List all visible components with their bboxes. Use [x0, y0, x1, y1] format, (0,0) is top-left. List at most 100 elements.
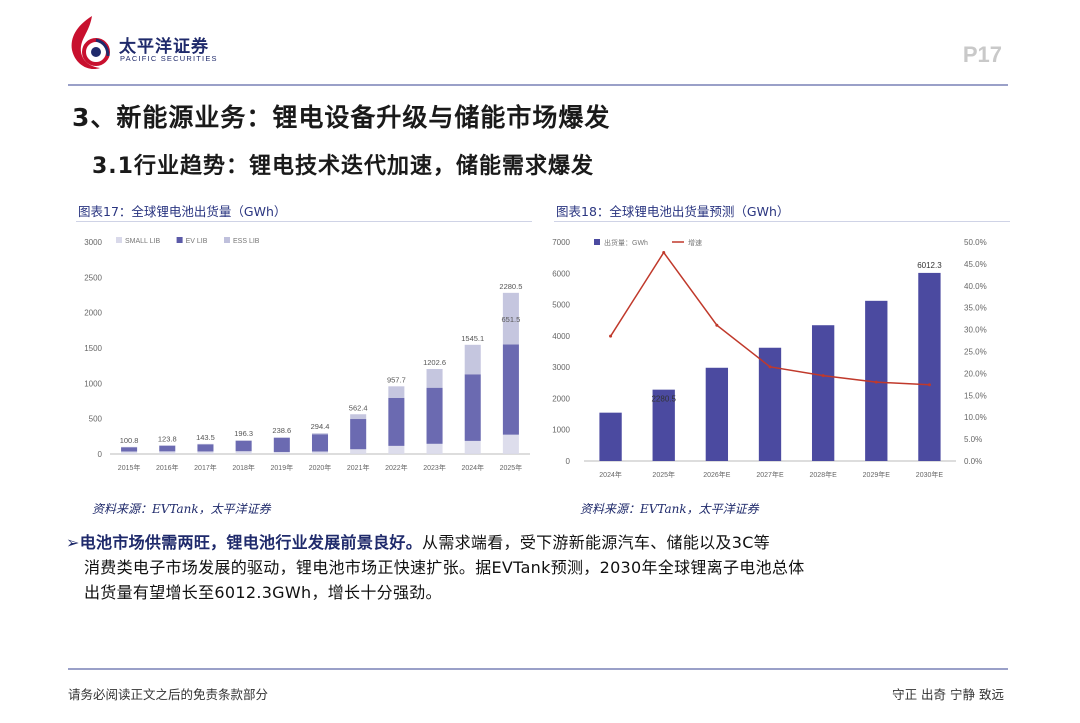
y-tick-label-right: 0.0%: [964, 457, 982, 466]
bar-segment: [350, 414, 367, 420]
x-tick-label: 2023年: [423, 463, 446, 472]
figure-right-divider: [554, 221, 1010, 222]
bar-segment: [388, 397, 405, 446]
bar-segment: [350, 419, 367, 450]
y-tick-label: 2000: [84, 309, 102, 318]
bar-segment: [235, 440, 252, 441]
x-tick-label: 2015年: [118, 463, 141, 472]
y-tick-label-right: 40.0%: [964, 282, 987, 291]
growth-rate-point: [768, 365, 772, 369]
x-tick-label: 2024年: [599, 470, 622, 479]
x-tick-label: 2016年: [156, 463, 179, 472]
forecast-bar: [599, 412, 622, 461]
y-tick-label-left: 4000: [552, 332, 570, 341]
data-label: 123.8: [158, 434, 177, 443]
body-line-2: 消费类电子市场发展的驱动，锂电池市场正快速扩张。据EVTank预测，2030年全…: [84, 558, 805, 577]
x-tick-label: 2027年E: [756, 470, 784, 479]
x-tick-label: 2024年: [461, 463, 484, 472]
figure-right-title: 图表18：全球锂电池出货量预测（GWh）: [556, 204, 790, 219]
y-tick-label-left: 2000: [552, 394, 570, 403]
y-tick-label: 2500: [84, 273, 102, 282]
legend-label: EV LIB: [186, 238, 208, 245]
bar-segment: [502, 344, 519, 435]
x-tick-label: 2021年: [347, 463, 370, 472]
bar-segment: [121, 446, 138, 448]
legend-label-bar: 出货量：GWh: [604, 238, 648, 247]
bar-segment: [502, 434, 519, 454]
logo-english-name: PACIFIC SECURITIES: [120, 54, 218, 63]
legend-swatch-bar: [594, 239, 600, 245]
bar-segment: [350, 449, 367, 454]
bar-segment: [273, 437, 290, 452]
x-tick-label: 2025年: [652, 470, 675, 479]
growth-rate-point: [715, 323, 719, 327]
bar-segment: [388, 445, 405, 454]
page-number: P17: [963, 42, 1002, 68]
x-tick-label: 2026年E: [703, 470, 731, 479]
body-paragraph: ➢电池市场供需两旺，锂电池行业发展前景良好。从需求端看，受下游新能源汽车、储能以…: [66, 530, 1006, 605]
x-tick-label: 2018年: [232, 463, 255, 472]
legend-swatch: [176, 237, 183, 243]
bar-segment: [159, 445, 176, 446]
body-line-1-rest: 从需求端看，受下游新能源汽车、储能以及3C等: [422, 533, 770, 552]
data-label: 6012.3: [917, 261, 942, 270]
bar-segment: [426, 387, 443, 444]
y-tick-label-left: 0: [566, 457, 571, 466]
key-finding: 电池市场供需两旺，锂电池行业发展前景良好。: [79, 533, 423, 552]
bar-segment: [426, 443, 443, 454]
bar-segment: [311, 434, 329, 452]
y-tick-label-right: 25.0%: [964, 348, 987, 357]
bar-segment: [502, 292, 519, 345]
section-title: 3、新能源业务：锂电设备升级与储能市场爆发: [72, 103, 611, 132]
body-line-3: 出货量有望增长至6012.3GWh，增长十分强劲。: [84, 583, 442, 602]
forecast-bar: [705, 367, 729, 461]
bar-segment: [388, 386, 405, 398]
bar-segment: [311, 433, 329, 435]
company-logo: 太平洋证券 PACIFIC SECURITIES: [66, 12, 226, 74]
growth-rate-point: [927, 383, 931, 387]
y-tick-label: 1000: [84, 379, 102, 388]
body-line-1: ➢电池市场供需两旺，锂电池行业发展前景良好。从需求端看，受下游新能源汽车、储能以…: [66, 530, 1006, 555]
y-tick-label: 500: [89, 415, 103, 424]
y-tick-label-left: 1000: [552, 426, 570, 435]
data-label: 196.3: [234, 429, 253, 438]
data-label: 1202.6: [423, 358, 446, 367]
growth-rate-point: [609, 334, 613, 338]
y-tick-label-right: 5.0%: [964, 435, 982, 444]
bullet-icon: ➢: [66, 533, 80, 552]
y-tick-label: 3000: [84, 238, 102, 247]
y-tick-label-right: 35.0%: [964, 304, 987, 313]
bar-segment: [464, 374, 481, 441]
figure-left-divider: [76, 221, 532, 222]
bar-segment: [273, 437, 290, 438]
bar-segment: [426, 369, 443, 388]
bar-segment: [159, 445, 176, 452]
bar-segment: [197, 451, 214, 454]
data-label: 143.5: [196, 433, 215, 442]
x-tick-label: 2017年: [194, 463, 217, 472]
legend-label-line: 增速: [688, 238, 702, 247]
y-tick-label-right: 10.0%: [964, 413, 987, 422]
data-label: 100.8: [120, 436, 139, 445]
footer-disclaimer: 请务必阅读正文之后的免责条款部分: [68, 687, 269, 702]
legend-swatch: [116, 237, 122, 243]
y-tick-label-right: 15.0%: [964, 391, 987, 400]
x-tick-label: 2020年: [309, 463, 332, 472]
legend-label: ESS LIB: [233, 238, 260, 245]
header-rule: [68, 84, 1008, 86]
y-tick-label-left: 5000: [552, 301, 570, 310]
chart-lithium-battery-shipment-forecast: 0 1000 2000 3000 4000 5000 6000 7000 0.0% 5.0% 10.…: [552, 238, 987, 479]
figure-left-source: 资料来源：EVTank，太平洋证券: [92, 502, 271, 516]
x-tick-label: 2022年: [385, 463, 408, 472]
figure-right-source: 资料来源：EVTank，太平洋证券: [580, 502, 759, 516]
legend-swatch: [224, 237, 230, 243]
x-tick-label: 2025年: [500, 463, 523, 472]
logo-mark-icon: [71, 16, 110, 70]
bar-segment: [121, 447, 138, 452]
forecast-bar: [652, 389, 675, 461]
y-tick-label-left: 3000: [552, 363, 570, 372]
data-label: 2280.5: [651, 395, 676, 404]
x-tick-label: 2029年E: [863, 470, 891, 479]
bar-segment: [464, 440, 481, 454]
forecast-bar: [918, 272, 941, 461]
